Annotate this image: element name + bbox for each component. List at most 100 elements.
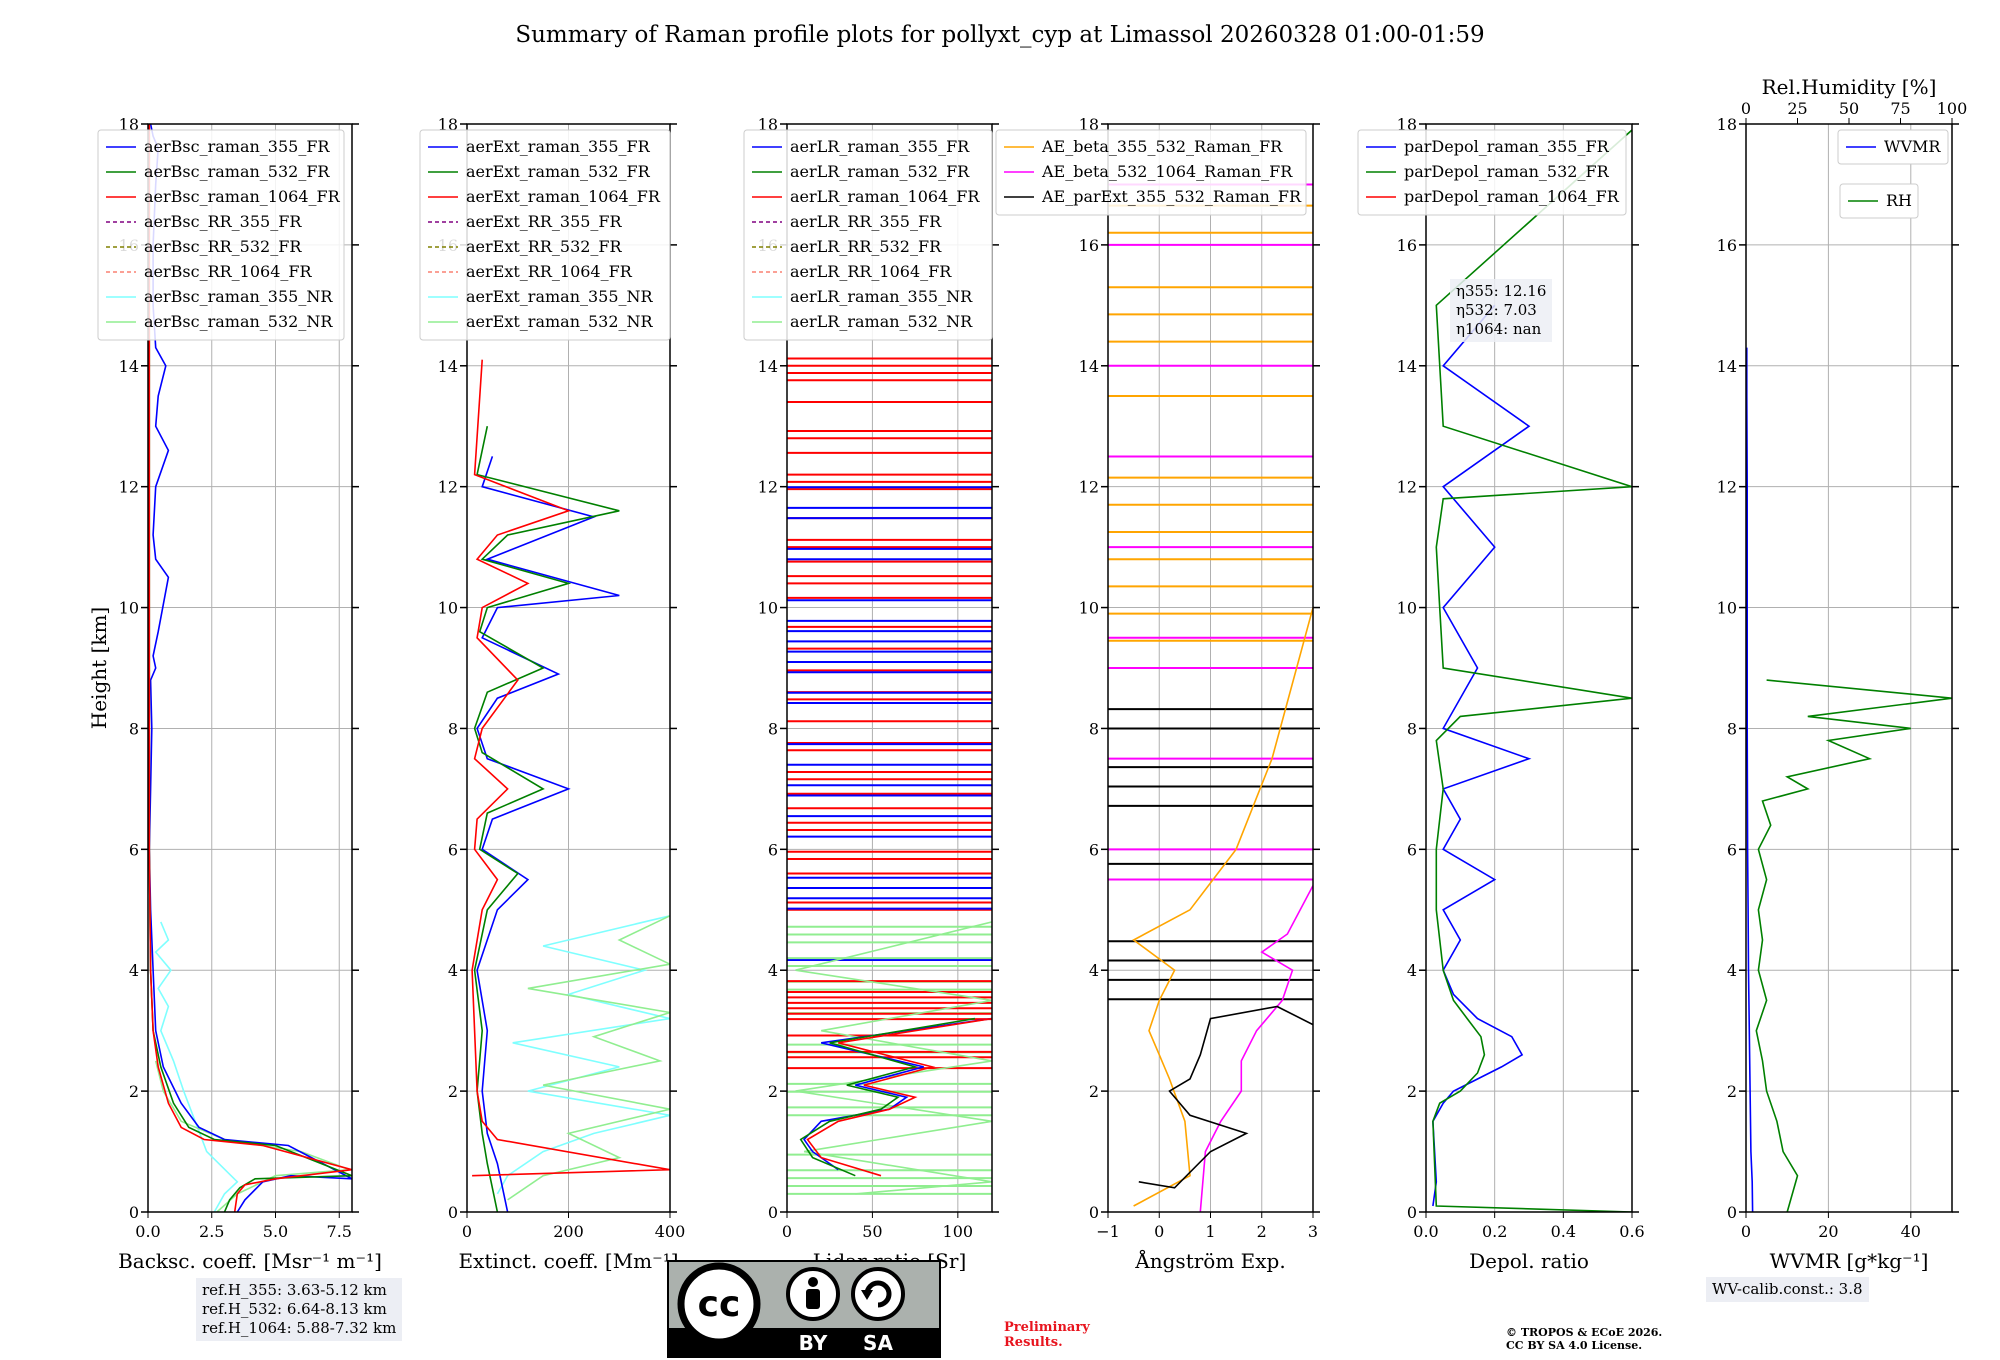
- series-aerLR_raman_532_FR: [799, 1017, 976, 1177]
- legend-label: aerExt_raman_355_NR: [466, 287, 654, 306]
- y-tick-label: 8: [1089, 719, 1099, 738]
- y-tick-label: 0: [448, 1203, 458, 1222]
- series-aerLR_raman_532_NR: [795, 921, 992, 1195]
- legend-label: RH: [1886, 191, 1912, 210]
- preliminary-line-1: Preliminary: [1004, 1320, 1090, 1335]
- y-tick-label: 14: [1717, 357, 1737, 376]
- y-tick-label: 12: [1397, 478, 1417, 497]
- y-axis-label: Height [km]: [87, 607, 111, 729]
- y-tick-label: 14: [758, 357, 778, 376]
- y-tick-label: 10: [119, 599, 139, 618]
- x2-tick-label: 50: [1839, 99, 1859, 118]
- series-WVMR: [1746, 347, 1754, 1212]
- y-tick-label: 0: [1727, 1203, 1737, 1222]
- legend-label: aerLR_RR_1064_FR: [790, 262, 952, 281]
- x-tick-label: 40: [1901, 1222, 1921, 1241]
- y-tick-label: 6: [448, 840, 458, 859]
- series-aerExt_raman_355_FR: [476, 456, 620, 1212]
- y-tick-label: 14: [1397, 357, 1417, 376]
- series-aerBsc_raman_532_NR: [154, 1060, 350, 1212]
- x-tick-label: 0.0: [1413, 1222, 1438, 1241]
- x-axis-label: Backsc. coeff. [Msr⁻¹ m⁻¹]: [118, 1249, 382, 1273]
- panel-wv: 0 20 40 0 2 4 6 8 10 12 14 16 18 WVMR [g*kg⁻¹] 0 25 50 75…: [1717, 75, 1968, 1273]
- x-tick-label: 0.4: [1551, 1222, 1576, 1241]
- axes-frame: [1425, 123, 1633, 1213]
- eta-532: η532: 7.03: [1456, 301, 1537, 319]
- series-aerExt_raman_1064_FR: [471, 359, 670, 1177]
- y-tick-label: 14: [119, 357, 139, 376]
- series-parDepol_raman_355_FR: [1432, 304, 1532, 1207]
- legend-label: WVMR: [1884, 137, 1941, 156]
- y-tick-label: 10: [1397, 599, 1417, 618]
- legend-label: aerBsc_raman_355_FR: [144, 137, 330, 156]
- cc-sa-text: SA: [863, 1331, 893, 1355]
- y-tick-label: 16: [1397, 236, 1417, 255]
- y-tick-label: 2: [129, 1082, 139, 1101]
- y-tick-label: 6: [1727, 840, 1737, 859]
- series-group: [471, 359, 670, 1212]
- ref-height-1064: ref.H_1064: 5.88-7.32 km: [202, 1319, 397, 1337]
- series-group: [1746, 347, 1952, 1212]
- axes-frame: [147, 123, 353, 1213]
- x-axis-label: WVMR [g*kg⁻¹]: [1770, 1249, 1929, 1273]
- x-tick-label: 3: [1308, 1222, 1318, 1241]
- series-group: [787, 357, 992, 1195]
- y-tick-label: 6: [1407, 840, 1417, 859]
- y-tick-label: 2: [768, 1082, 778, 1101]
- series-RH: [1755, 679, 1952, 1212]
- x2-tick-label: 75: [1890, 99, 1910, 118]
- x-tick-label: 1: [1205, 1222, 1215, 1241]
- legend-box: [419, 129, 671, 341]
- legend-rh: RH: [1839, 183, 1919, 219]
- series-group: [148, 124, 352, 1212]
- y-tick-label: 8: [129, 719, 139, 738]
- legend-box: [97, 129, 345, 341]
- y-tick-label: 8: [448, 719, 458, 738]
- y-tick-label: 12: [758, 478, 778, 497]
- figure-title: Summary of Raman profile plots for polly…: [515, 22, 1485, 48]
- preliminary-line-2: Results.: [1004, 1335, 1063, 1350]
- axes-frame: [786, 123, 993, 1213]
- x-tick-label: 50: [862, 1222, 882, 1241]
- series-aerBsc_raman_355_NR: [154, 921, 239, 1212]
- series-AE_parExt_355_532_Raman_FR: [1138, 1005, 1313, 1189]
- x-tick-label: 2: [1257, 1222, 1267, 1241]
- legend-label: parDepol_raman_532_FR: [1404, 162, 1610, 181]
- y-tick-label: 4: [1089, 961, 1099, 980]
- legend-label: aerBsc_raman_355_NR: [144, 287, 333, 306]
- y-tick-label: 18: [1079, 115, 1099, 134]
- y-tick-label: 10: [1079, 599, 1099, 618]
- y-tick-label: 6: [129, 840, 139, 859]
- legend-box: [1839, 183, 1919, 219]
- y-tick-label: 4: [448, 961, 458, 980]
- x-tick-label: 0.0: [135, 1222, 160, 1241]
- y-tick-label: 18: [758, 115, 778, 134]
- legend-label: aerBsc_raman_532_FR: [144, 162, 330, 181]
- y-tick-label: 12: [1079, 478, 1099, 497]
- legend-label: aerLR_raman_355_NR: [790, 287, 973, 306]
- legend: AE_beta_355_532_Raman_FR AE_beta_532_1064…: [995, 129, 1307, 216]
- x-tick-label: −1: [1096, 1222, 1120, 1241]
- y-tick-label: 14: [438, 357, 458, 376]
- eta-1064: η1064: nan: [1456, 320, 1542, 338]
- series-group: [1432, 129, 1632, 1212]
- legend-label: aerBsc_raman_532_NR: [144, 312, 333, 331]
- y-tick-label: 2: [1407, 1082, 1417, 1101]
- x-tick-label: 200: [553, 1222, 584, 1241]
- legend-label: aerBsc_RR_1064_FR: [144, 262, 313, 281]
- y-tick-label: 4: [129, 961, 139, 980]
- x-tick-label: 20: [1818, 1222, 1838, 1241]
- x-tick-label: 100: [943, 1222, 974, 1241]
- legend-label: aerExt_RR_1064_FR: [466, 262, 633, 281]
- legend-box: [743, 129, 993, 341]
- series-aerExt_raman_532_FR: [473, 426, 620, 1212]
- y-tick-label: 0: [1407, 1203, 1417, 1222]
- legend: parDepol_raman_355_FR parDepol_raman_532_…: [1357, 129, 1627, 216]
- y-tick-label: 18: [438, 115, 458, 134]
- legend-label: aerLR_RR_355_FR: [790, 212, 942, 231]
- y-tick-label: 2: [1089, 1082, 1099, 1101]
- series-AE_beta_532_1064_Raman_FR: [1199, 885, 1313, 1212]
- y-tick-label: 2: [448, 1082, 458, 1101]
- y-tick-label: 6: [768, 840, 778, 859]
